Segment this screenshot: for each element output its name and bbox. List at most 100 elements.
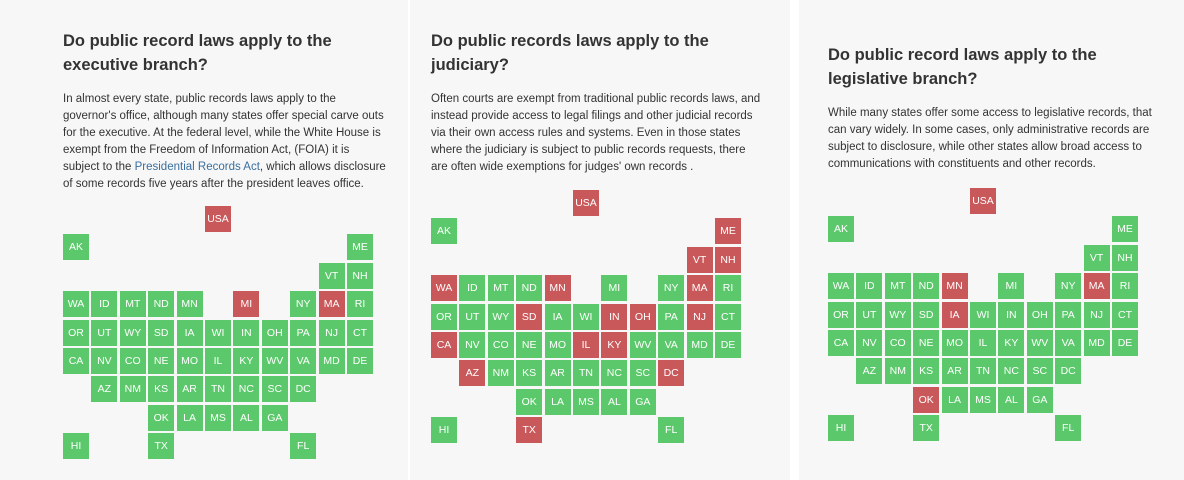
state-tile-md[interactable]: MD: [318, 348, 345, 374]
state-tile-il[interactable]: IL: [970, 330, 996, 356]
state-tile-ri[interactable]: RI: [1112, 273, 1138, 300]
state-tile-wy[interactable]: WY: [487, 303, 514, 330]
state-tile-sd[interactable]: SD: [148, 319, 175, 346]
presidential-records-act-link[interactable]: Presidential Records Act: [134, 161, 260, 173]
state-tile-id[interactable]: ID: [459, 275, 486, 302]
state-tile-oh[interactable]: OH: [261, 319, 288, 346]
state-tile-tx[interactable]: TX: [913, 415, 940, 442]
state-tile-vt[interactable]: VT: [686, 246, 713, 273]
state-tile-mt[interactable]: MT: [487, 275, 514, 302]
state-tile-ms[interactable]: MS: [205, 404, 231, 431]
state-tile-co[interactable]: CO: [487, 332, 514, 358]
state-tile-id[interactable]: ID: [91, 291, 118, 318]
state-tile-in[interactable]: IN: [998, 301, 1025, 328]
state-tile-ok[interactable]: OK: [148, 404, 175, 431]
state-tile-oh[interactable]: OH: [1026, 301, 1053, 328]
state-tile-az[interactable]: AZ: [459, 360, 486, 387]
state-tile-ca[interactable]: CA: [63, 348, 89, 374]
state-tile-ma[interactable]: MA: [686, 275, 713, 302]
state-tile-fl[interactable]: FL: [290, 433, 317, 460]
state-tile-wv[interactable]: WV: [261, 348, 288, 374]
state-tile-va[interactable]: VA: [290, 348, 317, 374]
state-tile-il[interactable]: IL: [205, 348, 231, 374]
state-tile-nh[interactable]: NH: [715, 246, 741, 273]
state-tile-al[interactable]: AL: [233, 404, 260, 431]
state-tile-ct[interactable]: CT: [347, 319, 373, 346]
state-tile-ky[interactable]: KY: [233, 348, 260, 374]
state-tile-ri[interactable]: RI: [347, 291, 373, 318]
state-tile-or[interactable]: OR: [63, 319, 89, 346]
state-tile-nd[interactable]: ND: [516, 275, 543, 302]
state-tile-usa[interactable]: USA: [970, 188, 996, 214]
state-tile-de[interactable]: DE: [715, 332, 741, 358]
state-tile-ak[interactable]: AK: [63, 234, 89, 261]
state-tile-il[interactable]: IL: [573, 332, 599, 358]
state-tile-ct[interactable]: CT: [715, 303, 741, 330]
state-tile-co[interactable]: CO: [119, 348, 146, 374]
state-tile-mn[interactable]: MN: [176, 291, 203, 318]
state-tile-dc[interactable]: DC: [290, 376, 317, 403]
state-tile-ia[interactable]: IA: [176, 319, 203, 346]
state-tile-wv[interactable]: WV: [1026, 330, 1053, 356]
state-tile-ks[interactable]: KS: [516, 360, 543, 387]
state-tile-tn[interactable]: TN: [970, 358, 996, 385]
state-tile-nm[interactable]: NM: [884, 358, 911, 385]
state-tile-ne[interactable]: NE: [913, 330, 940, 356]
state-tile-nm[interactable]: NM: [487, 360, 514, 387]
state-tile-or[interactable]: OR: [431, 303, 457, 330]
state-tile-nj[interactable]: NJ: [318, 319, 345, 346]
state-tile-pa[interactable]: PA: [1055, 301, 1082, 328]
state-tile-ut[interactable]: UT: [91, 319, 118, 346]
state-tile-nd[interactable]: ND: [148, 291, 175, 318]
state-tile-fl[interactable]: FL: [658, 417, 685, 444]
state-tile-nc[interactable]: NC: [601, 360, 628, 387]
state-tile-va[interactable]: VA: [1055, 330, 1082, 356]
state-tile-nv[interactable]: NV: [459, 332, 486, 358]
state-tile-ak[interactable]: AK: [431, 218, 457, 245]
state-tile-ia[interactable]: IA: [941, 301, 968, 328]
state-tile-co[interactable]: CO: [884, 330, 911, 356]
state-tile-wa[interactable]: WA: [63, 291, 89, 318]
state-tile-ks[interactable]: KS: [148, 376, 175, 403]
state-tile-ga[interactable]: GA: [261, 404, 288, 431]
state-tile-id[interactable]: ID: [856, 273, 883, 300]
state-tile-ny[interactable]: NY: [290, 291, 317, 318]
state-tile-pa[interactable]: PA: [290, 319, 317, 346]
state-tile-sc[interactable]: SC: [629, 360, 656, 387]
state-tile-sc[interactable]: SC: [261, 376, 288, 403]
state-tile-oh[interactable]: OH: [629, 303, 656, 330]
state-tile-sd[interactable]: SD: [516, 303, 543, 330]
state-tile-fl[interactable]: FL: [1055, 415, 1082, 442]
state-tile-ca[interactable]: CA: [431, 332, 457, 358]
state-tile-ar[interactable]: AR: [941, 358, 968, 385]
state-tile-nc[interactable]: NC: [998, 358, 1025, 385]
state-tile-al[interactable]: AL: [601, 388, 628, 415]
state-tile-mt[interactable]: MT: [119, 291, 146, 318]
state-tile-nc[interactable]: NC: [233, 376, 260, 403]
state-tile-me[interactable]: ME: [715, 218, 741, 245]
state-tile-ky[interactable]: KY: [601, 332, 628, 358]
state-tile-nh[interactable]: NH: [1112, 244, 1138, 271]
state-tile-mt[interactable]: MT: [884, 273, 911, 300]
state-tile-ne[interactable]: NE: [148, 348, 175, 374]
state-tile-ma[interactable]: MA: [318, 291, 345, 318]
state-tile-ok[interactable]: OK: [516, 388, 543, 415]
state-tile-nv[interactable]: NV: [91, 348, 118, 374]
state-tile-mn[interactable]: MN: [544, 275, 571, 302]
state-tile-mi[interactable]: MI: [601, 275, 628, 302]
state-tile-wy[interactable]: WY: [884, 301, 911, 328]
state-tile-ma[interactable]: MA: [1083, 273, 1110, 300]
state-tile-ny[interactable]: NY: [1055, 273, 1082, 300]
state-tile-ut[interactable]: UT: [459, 303, 486, 330]
state-tile-vt[interactable]: VT: [1083, 244, 1110, 271]
state-tile-tx[interactable]: TX: [148, 433, 175, 460]
state-tile-ca[interactable]: CA: [828, 330, 854, 356]
state-tile-mi[interactable]: MI: [998, 273, 1025, 300]
state-tile-wa[interactable]: WA: [431, 275, 457, 302]
state-tile-la[interactable]: LA: [176, 404, 203, 431]
state-tile-ga[interactable]: GA: [1026, 386, 1053, 413]
state-tile-nm[interactable]: NM: [119, 376, 146, 403]
state-tile-wa[interactable]: WA: [828, 273, 854, 300]
state-tile-ne[interactable]: NE: [516, 332, 543, 358]
state-tile-pa[interactable]: PA: [658, 303, 685, 330]
